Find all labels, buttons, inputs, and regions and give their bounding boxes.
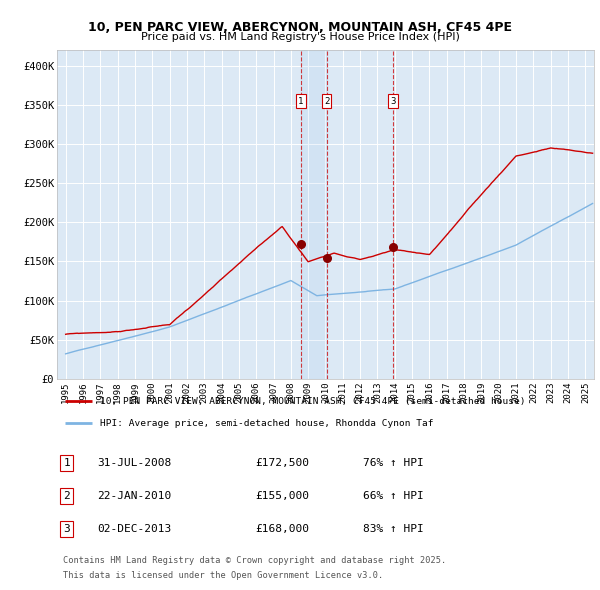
Text: 02-DEC-2013: 02-DEC-2013 bbox=[97, 524, 172, 534]
Text: 31-JUL-2008: 31-JUL-2008 bbox=[97, 458, 172, 468]
Text: 3: 3 bbox=[64, 524, 70, 534]
Text: 83% ↑ HPI: 83% ↑ HPI bbox=[363, 524, 424, 534]
Text: 22-JAN-2010: 22-JAN-2010 bbox=[97, 491, 172, 501]
Text: HPI: Average price, semi-detached house, Rhondda Cynon Taf: HPI: Average price, semi-detached house,… bbox=[100, 418, 433, 428]
Text: £155,000: £155,000 bbox=[256, 491, 310, 501]
Text: 2: 2 bbox=[64, 491, 70, 501]
Text: 1: 1 bbox=[298, 97, 304, 106]
Text: Price paid vs. HM Land Registry's House Price Index (HPI): Price paid vs. HM Land Registry's House … bbox=[140, 32, 460, 42]
Text: 2: 2 bbox=[324, 97, 329, 106]
Text: 76% ↑ HPI: 76% ↑ HPI bbox=[363, 458, 424, 468]
Text: 3: 3 bbox=[391, 97, 396, 106]
Text: 10, PEN PARC VIEW, ABERCYNON, MOUNTAIN ASH, CF45 4PE: 10, PEN PARC VIEW, ABERCYNON, MOUNTAIN A… bbox=[88, 21, 512, 34]
Text: 1: 1 bbox=[64, 458, 70, 468]
Text: Contains HM Land Registry data © Crown copyright and database right 2025.: Contains HM Land Registry data © Crown c… bbox=[64, 556, 446, 565]
Text: 66% ↑ HPI: 66% ↑ HPI bbox=[363, 491, 424, 501]
Text: This data is licensed under the Open Government Licence v3.0.: This data is licensed under the Open Gov… bbox=[64, 571, 383, 580]
Text: 10, PEN PARC VIEW, ABERCYNON, MOUNTAIN ASH, CF45 4PE (semi-detached house): 10, PEN PARC VIEW, ABERCYNON, MOUNTAIN A… bbox=[100, 396, 526, 406]
Text: £172,500: £172,500 bbox=[256, 458, 310, 468]
Bar bbox=[301, 50, 326, 379]
Text: £168,000: £168,000 bbox=[256, 524, 310, 534]
